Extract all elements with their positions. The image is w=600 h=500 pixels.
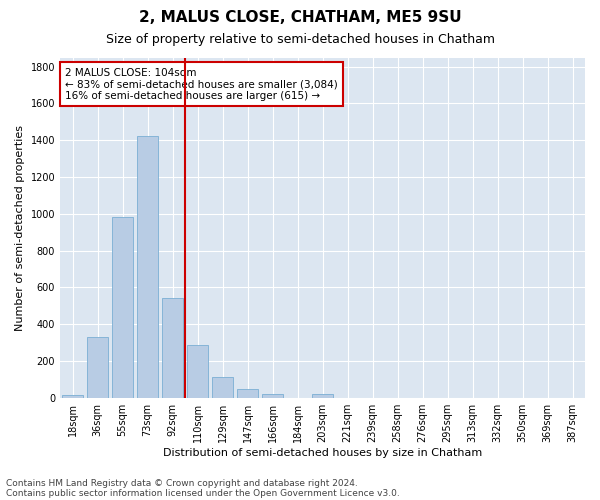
Bar xyxy=(312,394,333,398)
Bar xyxy=(187,346,208,398)
Bar xyxy=(62,395,83,398)
Bar xyxy=(87,338,108,398)
Text: Contains HM Land Registry data © Crown copyright and database right 2024.: Contains HM Land Registry data © Crown c… xyxy=(6,478,358,488)
Text: Contains public sector information licensed under the Open Government Licence v3: Contains public sector information licen… xyxy=(6,488,400,498)
Bar xyxy=(112,217,133,398)
Bar xyxy=(212,378,233,398)
Y-axis label: Number of semi-detached properties: Number of semi-detached properties xyxy=(15,124,25,330)
Bar xyxy=(237,390,258,398)
Bar xyxy=(137,136,158,398)
Bar xyxy=(162,298,183,398)
Text: 2, MALUS CLOSE, CHATHAM, ME5 9SU: 2, MALUS CLOSE, CHATHAM, ME5 9SU xyxy=(139,10,461,25)
Text: 2 MALUS CLOSE: 104sqm
← 83% of semi-detached houses are smaller (3,084)
16% of s: 2 MALUS CLOSE: 104sqm ← 83% of semi-deta… xyxy=(65,68,338,101)
X-axis label: Distribution of semi-detached houses by size in Chatham: Distribution of semi-detached houses by … xyxy=(163,448,482,458)
Text: Size of property relative to semi-detached houses in Chatham: Size of property relative to semi-detach… xyxy=(106,32,494,46)
Bar xyxy=(262,394,283,398)
